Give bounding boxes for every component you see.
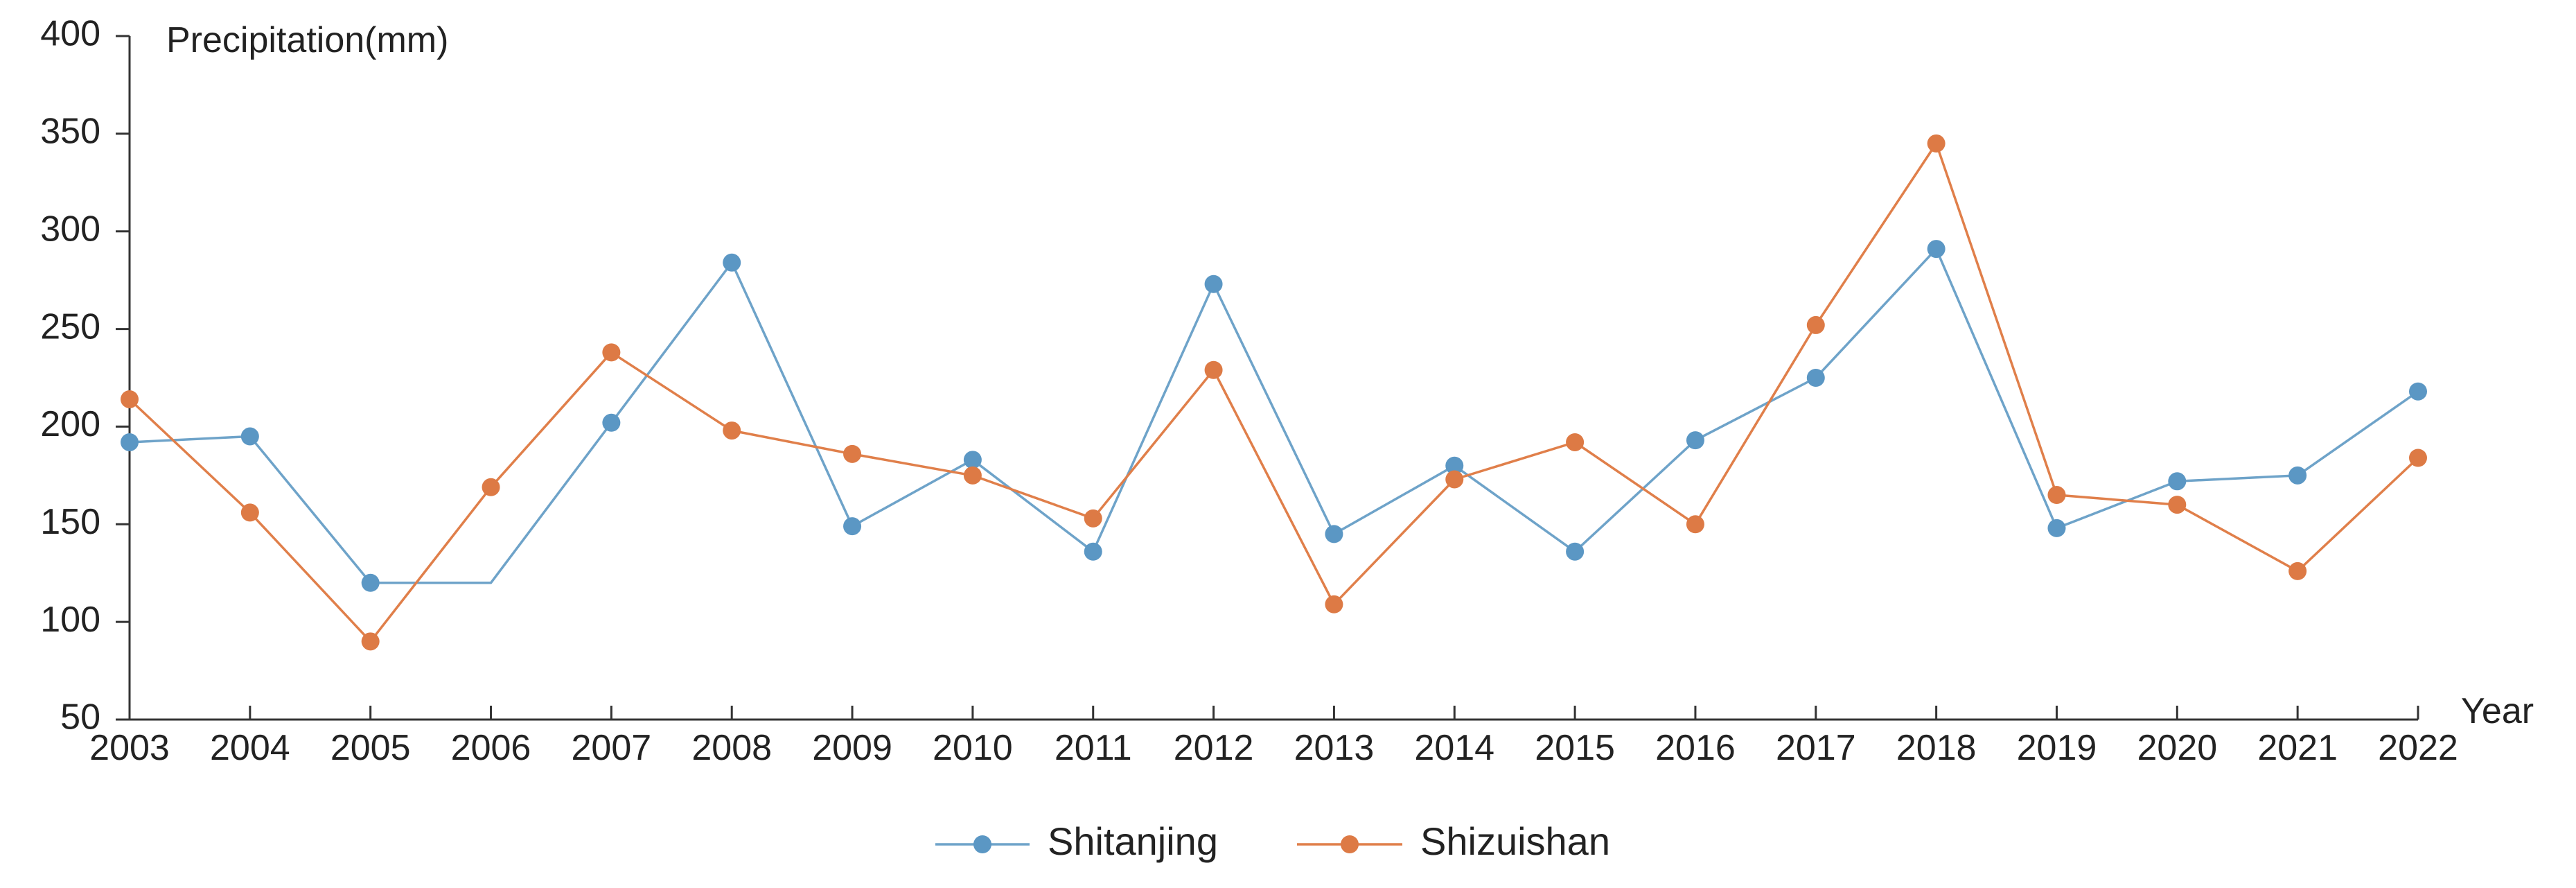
x-tick-label: 2004 xyxy=(210,728,290,768)
y-axis-title: Precipitation(mm) xyxy=(166,20,448,60)
data-point xyxy=(1325,595,1343,613)
data-point xyxy=(1325,525,1343,543)
data-point xyxy=(602,413,621,432)
legend-item-series-1: Shizuishan xyxy=(1297,819,1610,863)
x-tick-label: 2020 xyxy=(2137,728,2217,768)
legend-item-series-0: Shitanjing xyxy=(935,819,1218,863)
y-tick-label: 300 xyxy=(40,209,100,249)
data-point xyxy=(1806,369,1825,387)
data-point xyxy=(2409,382,2427,401)
data-point xyxy=(843,444,862,463)
data-point xyxy=(2047,519,2066,537)
y-tick-label: 150 xyxy=(40,502,100,542)
legend-label-series-0: Shitanjing xyxy=(1048,819,1218,863)
series-line-1 xyxy=(128,142,2419,643)
series-layer xyxy=(121,134,2427,651)
x-tick-label: 2008 xyxy=(691,728,772,768)
data-point xyxy=(240,427,259,446)
x-tick-label: 2014 xyxy=(1414,728,1494,768)
y-axis-ticks: 50 100 150 200 250 300 350 400 xyxy=(40,14,130,738)
data-point xyxy=(482,478,500,496)
data-point xyxy=(2288,466,2307,485)
x-tick-label: 2003 xyxy=(89,728,170,768)
data-point xyxy=(723,421,741,440)
x-tick-label: 2009 xyxy=(812,728,892,768)
x-tick-label: 2006 xyxy=(451,728,531,768)
axes xyxy=(128,36,2418,721)
series-1 xyxy=(121,134,2427,651)
x-tick-label: 2019 xyxy=(2017,728,2097,768)
legend-label-series-1: Shizuishan xyxy=(1420,819,1610,863)
y-tick-label: 250 xyxy=(40,306,100,347)
data-point xyxy=(2168,496,2187,514)
data-point xyxy=(1806,315,1825,334)
data-point xyxy=(963,466,982,485)
x-tick-label: 2013 xyxy=(1294,728,1375,768)
x-tick-label: 2018 xyxy=(1896,728,1977,768)
x-tick-label: 2007 xyxy=(572,728,652,768)
data-point xyxy=(2288,561,2307,580)
data-point xyxy=(1084,542,1102,561)
data-point xyxy=(361,573,380,592)
x-tick-label: 2022 xyxy=(2378,728,2458,768)
data-point xyxy=(843,517,862,536)
data-point xyxy=(1927,240,1946,259)
data-point xyxy=(1566,542,1585,561)
y-tick-label: 100 xyxy=(40,600,100,640)
data-point xyxy=(2409,449,2427,467)
x-axis-ticks: 2003 2004 2005 2006 2007 2008 2009 2010 2011 2012… xyxy=(89,706,2458,768)
data-point xyxy=(1084,509,1102,528)
y-tick-label: 400 xyxy=(40,14,100,54)
x-tick-label: 2012 xyxy=(1174,728,1254,768)
data-point xyxy=(723,253,741,272)
data-point xyxy=(1204,360,1223,379)
data-point xyxy=(602,343,621,362)
series-0 xyxy=(121,240,2427,592)
data-point xyxy=(121,390,139,408)
x-tick-label: 2005 xyxy=(330,728,411,768)
data-point xyxy=(1927,134,1946,153)
data-point xyxy=(121,433,139,451)
data-point xyxy=(2047,486,2066,505)
data-point xyxy=(2168,472,2187,491)
legend: Shitanjing Shizuishan xyxy=(935,819,1610,863)
y-tick-label: 200 xyxy=(40,404,100,444)
data-point xyxy=(1566,433,1585,451)
data-point xyxy=(240,503,259,522)
x-tick-label: 2015 xyxy=(1535,728,1615,768)
data-point xyxy=(1686,431,1704,450)
x-tick-label: 2017 xyxy=(1776,728,1856,768)
x-axis-title: Year xyxy=(2461,691,2534,731)
series-line-0 xyxy=(129,247,2419,584)
data-point xyxy=(1445,470,1464,489)
x-tick-label: 2021 xyxy=(2257,728,2338,768)
legend-marker-series-0 xyxy=(973,835,991,853)
data-point xyxy=(1204,275,1223,293)
y-tick-label: 350 xyxy=(40,112,100,152)
x-tick-label: 2011 xyxy=(1055,728,1132,768)
x-tick-label: 2016 xyxy=(1655,728,1736,768)
y-tick-label: 50 xyxy=(60,697,100,738)
data-point xyxy=(1686,515,1704,534)
legend-marker-series-1 xyxy=(1341,835,1359,853)
data-point xyxy=(1445,456,1464,475)
data-point xyxy=(963,451,982,469)
x-tick-label: 2010 xyxy=(933,728,1013,768)
data-point xyxy=(361,632,380,651)
